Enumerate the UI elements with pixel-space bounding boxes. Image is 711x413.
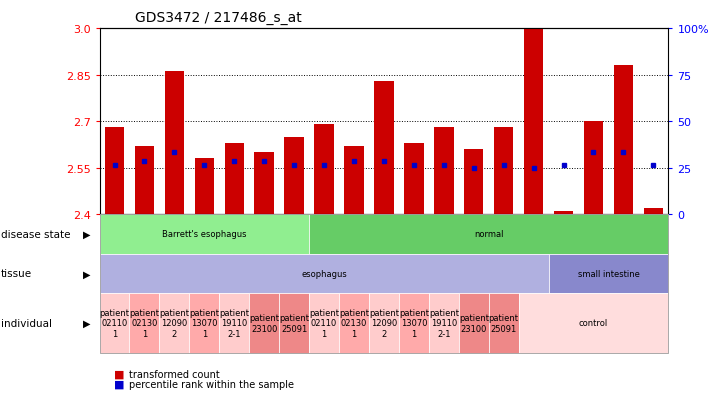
Text: patient
02110
1: patient 02110 1 [100, 309, 129, 338]
Text: normal: normal [474, 230, 503, 239]
Text: patient
19110
2-1: patient 19110 2-1 [219, 309, 250, 338]
Bar [374, 82, 394, 215]
Text: patient
02110
1: patient 02110 1 [309, 309, 339, 338]
Text: Barrett's esophagus: Barrett's esophagus [162, 230, 247, 239]
Text: patient
13070
1: patient 13070 1 [399, 309, 429, 338]
Text: disease state: disease state [1, 229, 70, 240]
Bar [434, 128, 454, 215]
Bar [134, 147, 154, 215]
Text: ▶: ▶ [83, 268, 90, 279]
Text: ▶: ▶ [83, 318, 90, 328]
Text: percentile rank within the sample: percentile rank within the sample [129, 379, 294, 389]
Bar [554, 211, 573, 215]
Text: patient
19110
2-1: patient 19110 2-1 [429, 309, 459, 338]
Bar [255, 153, 274, 215]
Bar [464, 150, 483, 215]
Bar [314, 125, 333, 215]
Text: patient
02130
1: patient 02130 1 [339, 309, 369, 338]
Bar [225, 144, 244, 215]
Text: esophagus: esophagus [301, 269, 347, 278]
Text: patient
25091: patient 25091 [488, 313, 519, 333]
Bar [165, 72, 184, 215]
Bar [284, 138, 304, 215]
Bar [404, 144, 424, 215]
Bar [494, 128, 513, 215]
Text: control: control [579, 319, 608, 328]
Text: patient
13070
1: patient 13070 1 [189, 309, 219, 338]
Text: patient
25091: patient 25091 [279, 313, 309, 333]
Text: individual: individual [1, 318, 52, 328]
Bar [614, 66, 634, 215]
Text: patient
23100: patient 23100 [249, 313, 279, 333]
Text: patient
23100: patient 23100 [459, 313, 488, 333]
Bar [344, 147, 364, 215]
Bar [643, 209, 663, 215]
Bar [195, 159, 214, 215]
Text: tissue: tissue [1, 268, 32, 279]
Text: small intestine: small intestine [577, 269, 639, 278]
Text: transformed count: transformed count [129, 369, 220, 379]
Text: patient
02130
1: patient 02130 1 [129, 309, 159, 338]
Text: patient
12090
2: patient 12090 2 [159, 309, 189, 338]
Bar [105, 128, 124, 215]
Bar [584, 122, 603, 215]
Text: ■: ■ [114, 369, 124, 379]
Text: ▶: ▶ [83, 229, 90, 240]
Text: patient
12090
2: patient 12090 2 [369, 309, 399, 338]
Text: ■: ■ [114, 379, 124, 389]
Bar [524, 29, 543, 215]
Text: GDS3472 / 217486_s_at: GDS3472 / 217486_s_at [135, 11, 302, 25]
